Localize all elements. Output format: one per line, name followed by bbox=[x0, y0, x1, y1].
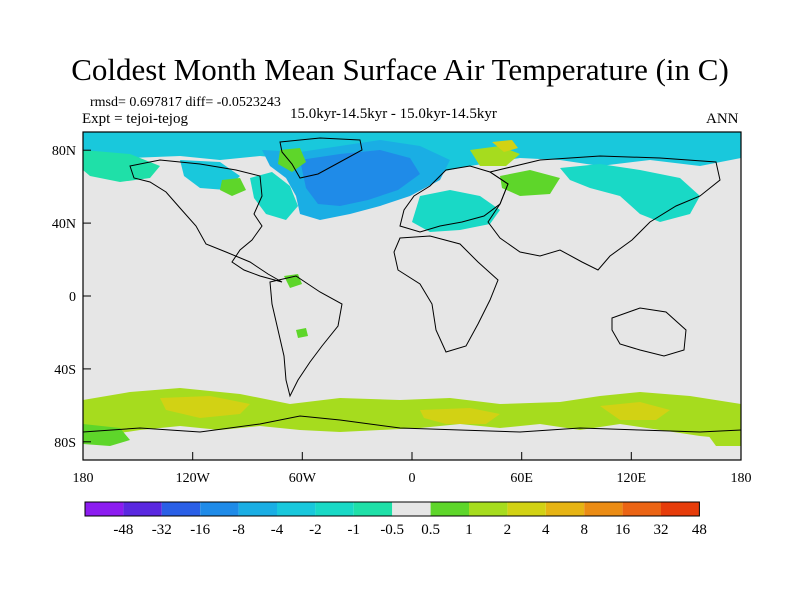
color-swatch bbox=[161, 502, 201, 516]
color-bar-label: 32 bbox=[654, 522, 669, 538]
color-swatch bbox=[545, 502, 585, 516]
asia-cold-region bbox=[560, 164, 700, 222]
coastline-africa bbox=[393, 235, 499, 353]
coastline-asia bbox=[487, 155, 721, 271]
x-tick-label: 0 bbox=[409, 471, 416, 486]
y-tick-label: 40S bbox=[54, 363, 76, 378]
greenland-warm-spot bbox=[278, 148, 306, 172]
y-tick-label: 80N bbox=[52, 144, 76, 159]
antarctic-coast-warm-2 bbox=[700, 420, 741, 446]
color-swatch bbox=[123, 502, 162, 516]
color-bar-label: 48 bbox=[692, 522, 707, 538]
color-swatch bbox=[85, 502, 124, 516]
experiment-label: Expt = tejoi-tejog bbox=[82, 111, 188, 127]
color-swatch bbox=[315, 502, 354, 516]
color-bar-label: 1 bbox=[465, 522, 473, 538]
color-bar-frame bbox=[84, 501, 700, 517]
y-tick-label: 0 bbox=[69, 290, 76, 305]
pacific-cold-region bbox=[83, 150, 160, 182]
color-bar-label: 16 bbox=[615, 522, 631, 538]
color-bar-label: -32 bbox=[152, 522, 172, 538]
southern-ocean-warm-core-1 bbox=[160, 396, 250, 418]
color-bar-label: -16 bbox=[190, 522, 210, 538]
color-bar-label: -4 bbox=[271, 522, 284, 538]
map-title: Coldest Month Mean Surface Air Temperatu… bbox=[71, 52, 729, 87]
color-swatch bbox=[353, 502, 393, 516]
color-swatch bbox=[430, 502, 469, 516]
color-bar-label: -2 bbox=[309, 522, 322, 538]
southern-ocean-warm-band bbox=[83, 388, 741, 440]
color-bar-label: -0.5 bbox=[380, 522, 404, 538]
x-tick-label: 180 bbox=[73, 471, 94, 486]
color-bar-label: -48 bbox=[113, 522, 133, 538]
color-swatch bbox=[584, 502, 623, 516]
color-bar-label: 0.5 bbox=[421, 522, 440, 538]
labrador-cold-region bbox=[250, 172, 298, 220]
anomaly-fields bbox=[83, 132, 741, 446]
coastline-australia bbox=[611, 307, 687, 357]
coastlines bbox=[83, 137, 741, 433]
coastline-south-america bbox=[269, 275, 343, 398]
southern-ocean-warm-core-2 bbox=[420, 408, 500, 424]
north-atlantic-cold-core bbox=[300, 150, 420, 206]
color-swatch bbox=[200, 502, 239, 516]
color-swatch bbox=[392, 502, 431, 516]
stats-text: rmsd= 0.697817 diff= -0.0523243 bbox=[90, 95, 281, 110]
x-tick-label: 60E bbox=[510, 471, 533, 486]
europe-cold-region bbox=[412, 190, 500, 232]
x-tick-label: 60W bbox=[289, 471, 317, 486]
y-axis: 80N 40N 0 40S 80S bbox=[52, 144, 91, 451]
color-swatch bbox=[507, 502, 546, 516]
coastline-antarctica bbox=[83, 415, 741, 433]
color-bar-label: -8 bbox=[232, 522, 245, 538]
x-tick-label: 180 bbox=[731, 471, 752, 486]
coastline-greenland bbox=[279, 137, 363, 179]
color-bar: -48 -32 -16 -8 -4 -2 -1 -0.5 0.5 1 2 4 8… bbox=[84, 501, 707, 538]
color-swatch bbox=[277, 502, 316, 516]
canada-warm-spot bbox=[220, 178, 246, 196]
y-tick-label: 40N bbox=[52, 217, 76, 232]
x-axis: 180 120W 60W 0 60E 120E 180 bbox=[73, 452, 752, 486]
x-tick-label: 120E bbox=[617, 471, 647, 486]
color-bar-label: 8 bbox=[580, 522, 588, 538]
color-bar-label: -1 bbox=[348, 522, 361, 538]
color-bar-label: 2 bbox=[504, 522, 512, 538]
russia-warm-region bbox=[500, 170, 560, 196]
season-label: ANN bbox=[706, 111, 739, 127]
tropical-warm-spot-2 bbox=[296, 328, 308, 338]
x-tick-label: 120W bbox=[176, 471, 211, 486]
barents-warm-spot bbox=[492, 140, 518, 152]
color-swatch bbox=[622, 502, 661, 516]
color-bar-label: 4 bbox=[542, 522, 550, 538]
period-label: 15.0kyr-14.5kyr - 15.0kyr-14.5kyr bbox=[290, 106, 497, 122]
southern-ocean-warm-core-3 bbox=[600, 402, 670, 420]
color-swatch bbox=[238, 502, 277, 516]
color-swatch bbox=[661, 502, 700, 516]
coastline-north-america bbox=[129, 159, 283, 283]
color-swatch bbox=[469, 502, 508, 516]
y-tick-label: 80S bbox=[54, 436, 76, 451]
